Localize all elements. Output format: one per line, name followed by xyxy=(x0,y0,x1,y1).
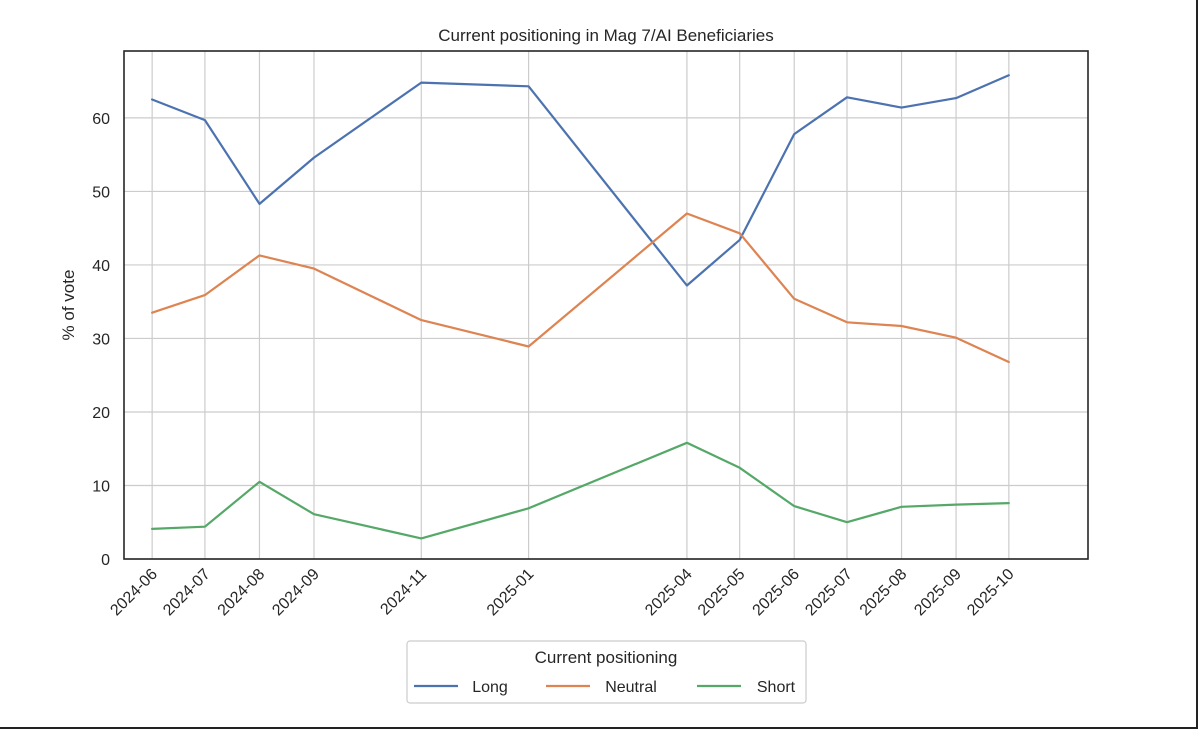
y-tick-label: 40 xyxy=(92,258,110,275)
plot-area-border xyxy=(123,50,1089,560)
series-lines xyxy=(151,74,1010,540)
legend-label-long: Long xyxy=(472,679,508,696)
y-axis-ticks: 0 10 20 30 40 50 60 xyxy=(92,111,110,569)
series-line-short xyxy=(151,441,1010,540)
legend-label-short: Short xyxy=(757,679,796,696)
x-tick-label: 2024-09 xyxy=(269,566,323,620)
x-tick-label: 2025-01 xyxy=(484,566,538,620)
x-tick-label: 2025-06 xyxy=(750,566,804,620)
x-tick-label: 2024-07 xyxy=(160,566,214,620)
x-tick-label: 2024-11 xyxy=(377,566,430,619)
x-tick-label: 2025-04 xyxy=(642,566,696,620)
x-tick-label: 2025-05 xyxy=(695,566,749,620)
x-tick-label: 2025-08 xyxy=(857,566,911,620)
legend: Current positioning Long Neutral Short xyxy=(406,640,807,704)
y-tick-label: 20 xyxy=(92,405,110,422)
y-tick-label: 0 xyxy=(101,552,110,569)
series-line-neutral xyxy=(151,212,1010,364)
y-tick-label: 50 xyxy=(92,184,110,201)
x-tick-label: 2024-06 xyxy=(107,566,161,620)
y-tick-label: 60 xyxy=(92,111,110,128)
series-line-long xyxy=(151,74,1010,287)
y-tick-label: 30 xyxy=(92,331,110,348)
x-tick-label: 2025-07 xyxy=(802,566,856,620)
legend-title: Current positioning xyxy=(535,648,678,667)
x-tick-label: 2024-08 xyxy=(215,566,269,620)
x-tick-label: 2025-10 xyxy=(964,566,1018,620)
y-tick-label: 10 xyxy=(92,478,110,495)
legend-items: Long Neutral Short xyxy=(414,679,796,696)
legend-box xyxy=(406,640,807,704)
grid xyxy=(124,51,1088,560)
x-axis-ticks: 2024-06 2024-07 2024-08 2024-09 2024-11 2025-… xyxy=(107,566,1017,620)
legend-label-neutral: Neutral xyxy=(605,679,657,696)
x-tick-label: 2025-09 xyxy=(911,566,965,620)
chart-title: Current positioning in Mag 7/AI Benefici… xyxy=(438,26,773,45)
y-axis-label: % of vote xyxy=(59,270,78,341)
